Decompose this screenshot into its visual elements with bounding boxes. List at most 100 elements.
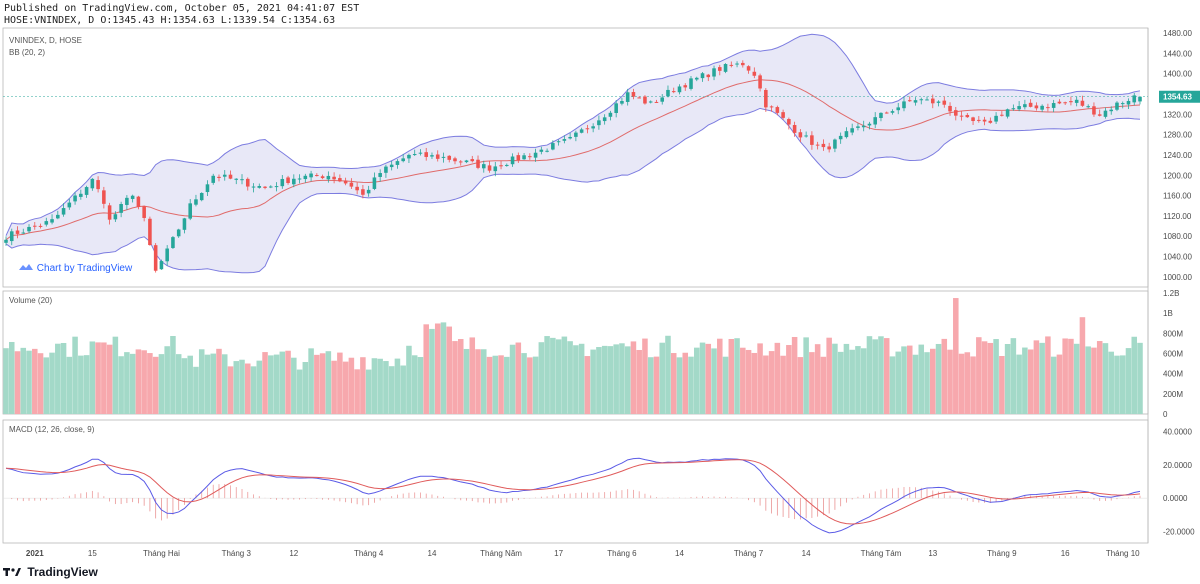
volume-bar xyxy=(665,335,671,414)
volume-bar xyxy=(693,347,700,414)
volume-bar xyxy=(394,358,401,414)
candle-body xyxy=(1092,106,1096,115)
candle-body xyxy=(355,186,359,191)
volume-bar xyxy=(1079,317,1086,414)
candle-body xyxy=(1132,95,1137,103)
candle-body xyxy=(412,154,417,156)
time-tick-label: Tháng 6 xyxy=(607,549,637,558)
candle-body xyxy=(470,159,475,162)
volume-bar xyxy=(981,341,988,414)
candle-body xyxy=(815,144,820,146)
price-tick-label: 1200.00 xyxy=(1163,171,1192,180)
volume-bar xyxy=(1119,355,1126,414)
tradingview-watermark[interactable]: Chart by TradingView xyxy=(18,262,132,274)
volume-bar xyxy=(1016,354,1022,414)
volume-bar xyxy=(152,356,159,414)
candle-body xyxy=(884,112,889,114)
candle-body xyxy=(171,237,175,248)
candle-body xyxy=(977,119,981,121)
candle-body xyxy=(942,100,947,105)
candle-body xyxy=(217,176,221,179)
candle-body xyxy=(205,184,210,193)
candle-body xyxy=(896,107,901,111)
candle-body xyxy=(873,117,877,125)
volume-bar xyxy=(1022,347,1028,414)
candle-body xyxy=(1074,99,1079,103)
candle-body xyxy=(142,206,146,218)
volume-bar xyxy=(187,355,193,414)
volume-bar xyxy=(32,348,38,414)
volume-bar xyxy=(573,345,579,414)
watermark-text: Chart by TradingView xyxy=(36,263,133,274)
candle-body xyxy=(222,174,227,177)
volume-bar xyxy=(912,354,919,414)
price-tick-label: 1320.00 xyxy=(1163,110,1192,119)
candle-body xyxy=(1109,109,1114,112)
volume-bar xyxy=(423,324,429,414)
candle-body xyxy=(528,156,532,158)
time-tick-label: 13 xyxy=(928,549,937,558)
candle-body xyxy=(107,205,112,220)
volume-bar xyxy=(457,339,464,414)
candle-body xyxy=(50,219,54,223)
volume-bar xyxy=(768,351,775,414)
candle-body xyxy=(493,166,498,172)
candle-body xyxy=(522,155,526,160)
volume-bar xyxy=(567,341,573,414)
volume-bar xyxy=(751,352,758,414)
footer-brand[interactable]: TradingView xyxy=(3,565,98,579)
candle-body xyxy=(441,156,446,158)
candle-body xyxy=(338,178,342,182)
candle-body xyxy=(458,161,463,163)
volume-bar xyxy=(285,350,291,414)
volume-bar xyxy=(941,338,948,414)
candle-body xyxy=(1051,103,1056,108)
candle-body xyxy=(27,226,31,232)
volume-layer xyxy=(3,298,1143,414)
candle-body xyxy=(597,120,601,126)
candle-body xyxy=(1040,105,1044,110)
candle-body xyxy=(890,111,895,113)
candle-body xyxy=(102,190,106,204)
candle-body xyxy=(1011,108,1016,110)
volume-bar xyxy=(1010,338,1017,414)
volume-bar xyxy=(83,355,90,414)
price-tick-label: 1480.00 xyxy=(1163,29,1192,38)
candle-body xyxy=(948,105,952,112)
candle-body xyxy=(395,161,400,165)
volume-bar xyxy=(1045,336,1051,414)
volume-bar xyxy=(809,352,815,414)
volume-bar xyxy=(95,342,101,414)
candle-body xyxy=(729,64,734,66)
volume-bar xyxy=(987,342,994,414)
candle-body xyxy=(856,126,860,128)
volume-bar xyxy=(158,354,165,414)
candle-body xyxy=(96,180,100,190)
candle-body xyxy=(9,231,14,242)
price-pane-title: VNINDEX, D, HOSE xyxy=(9,36,82,45)
candle-body xyxy=(464,160,469,163)
volume-bar xyxy=(820,356,827,414)
candle-body xyxy=(625,92,630,102)
candle-body xyxy=(84,187,89,195)
candle-body xyxy=(1000,114,1004,116)
time-tick-label: 12 xyxy=(289,549,298,558)
candle-body xyxy=(913,100,918,103)
price-tick-label: 1040.00 xyxy=(1163,253,1192,262)
candle-body xyxy=(1126,100,1131,105)
volume-tick-label: 600M xyxy=(1163,350,1183,359)
candle-body xyxy=(1028,102,1033,107)
candle-body xyxy=(44,221,49,225)
candle-body xyxy=(959,115,964,117)
volume-bar xyxy=(504,356,510,414)
candle-body xyxy=(723,64,728,72)
volume-bar xyxy=(584,356,591,414)
candle-body xyxy=(274,186,279,188)
volume-bar xyxy=(72,336,78,414)
volume-bar xyxy=(544,336,550,414)
last-price-badge xyxy=(1159,90,1200,103)
volume-bar xyxy=(429,328,435,414)
candle-body xyxy=(61,208,66,215)
time-tick-label: 17 xyxy=(554,549,563,558)
